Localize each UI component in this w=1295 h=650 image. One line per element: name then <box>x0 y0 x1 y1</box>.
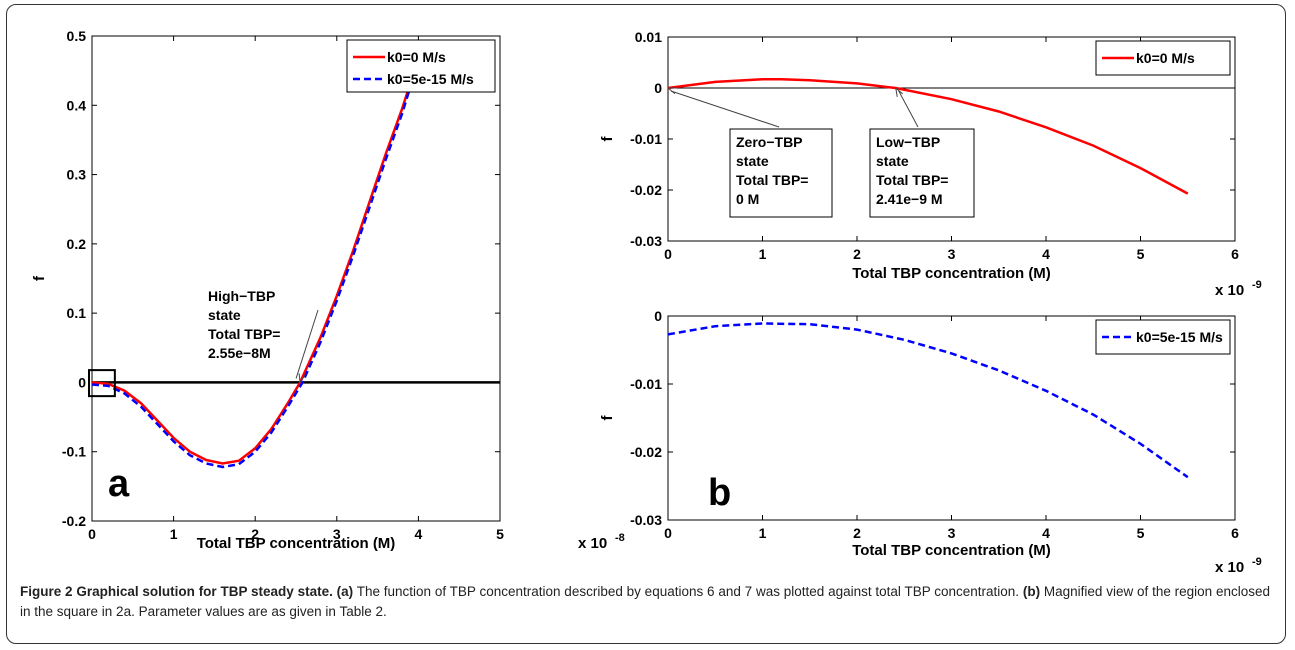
y-tick-label: -0.03 <box>630 512 662 528</box>
x-exponent-label: x 10 <box>1215 282 1244 299</box>
x-exponent-power: -8 <box>615 532 625 544</box>
x-tick-label: 0 <box>88 526 96 542</box>
x-tick-label: 4 <box>415 526 423 542</box>
y-tick-label: -0.2 <box>62 513 86 529</box>
x-tick-label: 0 <box>664 525 672 541</box>
x-tick-label: 1 <box>759 525 767 541</box>
x-axis-label: Total TBP concentration (M) <box>852 542 1051 559</box>
x-tick-label: 4 <box>1042 525 1050 541</box>
annotation-text: High−TBP <box>208 288 275 304</box>
x-tick-label: 6 <box>1231 246 1239 262</box>
annotation-text: Total TBP= <box>208 326 280 342</box>
y-axis-label: f <box>599 136 616 142</box>
annotation-text: Total TBP= <box>736 172 808 188</box>
plot-area <box>92 36 500 521</box>
y-tick-label: -0.1 <box>62 444 86 460</box>
y-tick-label: 0 <box>654 308 662 324</box>
figure-caption: Figure 2 Graphical solution for TBP stea… <box>20 582 1270 622</box>
x-tick-label: 6 <box>1231 525 1239 541</box>
annotation-text: state <box>208 307 241 323</box>
x-axis-label: Total TBP concentration (M) <box>852 265 1051 282</box>
legend-entry: k0=5e-15 M/s <box>1136 329 1223 345</box>
panel-label: a <box>108 463 130 505</box>
x-tick-label: 3 <box>948 246 956 262</box>
y-tick-label: 0.1 <box>67 305 87 321</box>
chart-panel-2: 0 1 2 3 4 5 6 -0.03 -0.02 -0.01 0 Total TBP concent… <box>599 308 1262 576</box>
caption-label-a: (a) <box>337 584 354 599</box>
y-axis-label: f <box>31 275 48 281</box>
x-exponent-power: -9 <box>1252 279 1262 291</box>
annotation-text: Zero−TBP <box>736 134 803 150</box>
y-tick-label: -0.02 <box>630 182 662 198</box>
x-exponent-power: -9 <box>1252 556 1262 568</box>
legend-entry: k0=0 M/s <box>1136 50 1195 66</box>
y-axis-label: f <box>599 415 616 421</box>
x-exponent-label: x 10 <box>1215 559 1244 576</box>
y-tick-label: 0 <box>78 374 86 390</box>
figure-canvas: 0 1 2 3 4 5 -0.2 -0.1 0 0.1 0.2 0.3 0.4 0.5 Total TBP … <box>0 0 1295 580</box>
y-tick-label: -0.03 <box>630 233 662 249</box>
y-tick-label: 0.3 <box>67 167 87 183</box>
y-tick-label: 0.2 <box>67 236 87 252</box>
y-tick-label: 0.5 <box>67 28 87 44</box>
x-tick-label: 5 <box>496 526 504 542</box>
x-tick-label: 4 <box>1042 246 1050 262</box>
x-tick-label: 2 <box>853 246 861 262</box>
legend-entry: k0=0 M/s <box>387 49 446 65</box>
x-tick-label: 3 <box>948 525 956 541</box>
x-tick-label: 1 <box>759 246 767 262</box>
annotation-text: state <box>876 153 909 169</box>
legend-entry: k0=5e-15 M/s <box>387 71 474 87</box>
annotation-text: Low−TBP <box>876 134 940 150</box>
annotation-text: 2.55e−8M <box>208 345 271 361</box>
y-tick-label: 0.01 <box>635 29 662 45</box>
x-tick-label: 2 <box>853 525 861 541</box>
annotation-text: state <box>736 153 769 169</box>
annotation-text: 2.41e−9 M <box>876 191 943 207</box>
x-tick-label: 5 <box>1137 246 1145 262</box>
x-tick-label: 0 <box>664 246 672 262</box>
x-axis-label: Total TBP concentration (M) <box>197 535 396 552</box>
y-tick-label: 0.4 <box>67 97 87 113</box>
caption-title: Figure 2 Graphical solution for TBP stea… <box>20 584 329 599</box>
x-tick-label: 5 <box>1137 525 1145 541</box>
caption-text-a: The function of TBP concentration descri… <box>353 584 1023 599</box>
y-tick-label: 0 <box>654 80 662 96</box>
y-tick-label: -0.01 <box>630 131 662 147</box>
annotation-text: Total TBP= <box>876 172 948 188</box>
caption-label-b: (b) <box>1023 584 1040 599</box>
y-tick-label: -0.01 <box>630 376 662 392</box>
x-exponent-label: x 10 <box>578 535 607 552</box>
chart-panel-1: 0 1 2 3 4 5 6 -0.03 -0.02 -0.01 0 0.01 Total TBP con… <box>599 29 1262 299</box>
annotation-text: 0 M <box>736 191 759 207</box>
panel-label: b <box>708 472 731 514</box>
y-tick-label: -0.02 <box>630 444 662 460</box>
x-tick-label: 1 <box>170 526 178 542</box>
